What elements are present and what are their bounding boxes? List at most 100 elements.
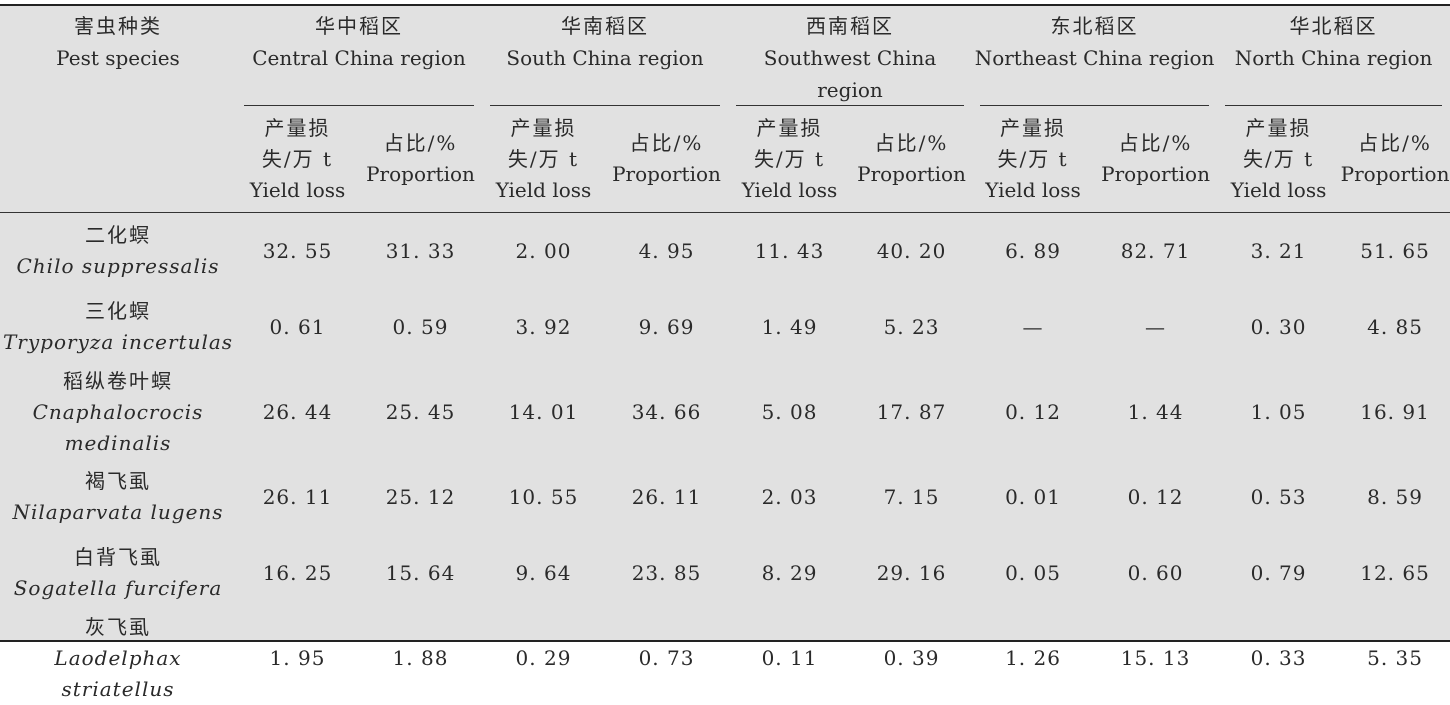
value-cell: 5. 35 bbox=[1367, 646, 1423, 670]
value-cell: 29. 16 bbox=[876, 561, 947, 586]
yield-loss-header: 产量损 失/万 t Yield loss bbox=[1230, 115, 1327, 202]
value-cell: 1. 26 bbox=[1005, 646, 1061, 670]
table-row: 稻纵卷叶螟 Cnaphalocrocis medinalis 26. 44 25.… bbox=[0, 366, 1450, 459]
region-header: 华南稻区 South China region bbox=[482, 6, 728, 106]
value-cell: 32. 55 bbox=[262, 239, 333, 263]
value-cell: 1. 88 bbox=[392, 646, 449, 670]
value-cell: 26. 11 bbox=[262, 484, 333, 509]
region-header-en: South China region bbox=[506, 46, 704, 70]
pest-name-cell: 白背飞虱 Sogatella furcifera bbox=[13, 545, 223, 601]
region-header-cn: 华北稻区 bbox=[1289, 14, 1378, 38]
value-cell: 5. 23 bbox=[883, 315, 940, 340]
value-cell: 1. 49 bbox=[761, 315, 818, 340]
value-cell: 0. 61 bbox=[269, 315, 326, 340]
region-header-row: 害虫种类 Pest species 华中稻区 Central China reg… bbox=[0, 6, 1450, 106]
table-row: 白背飞虱 Sogatella furcifera 16. 25 15. 64 9.… bbox=[0, 535, 1450, 612]
value-cell: 0. 60 bbox=[1127, 561, 1184, 586]
value-cell: 16. 25 bbox=[262, 561, 333, 586]
value-cell: 25. 12 bbox=[385, 484, 456, 509]
pest-name-cell: 稻纵卷叶螟 Cnaphalocrocis medinalis bbox=[32, 368, 204, 455]
value-cell: — bbox=[1022, 315, 1044, 340]
value-cell: 6. 89 bbox=[1005, 239, 1061, 263]
value-cell: 25. 45 bbox=[385, 400, 456, 424]
yield-loss-header: 产量损 失/万 t Yield loss bbox=[741, 115, 838, 202]
value-cell: 0. 29 bbox=[515, 646, 572, 670]
value-cell: 23. 85 bbox=[631, 561, 702, 586]
value-cell: 2. 00 bbox=[515, 239, 572, 263]
value-cell: 4. 85 bbox=[1367, 315, 1423, 340]
value-cell: 0. 33 bbox=[1250, 646, 1307, 670]
table-row: 灰飞虱 Laodelphax striatellus 1. 95 1. 88 0.… bbox=[0, 612, 1450, 705]
yield-loss-header: 产量损 失/万 t Yield loss bbox=[495, 115, 592, 202]
value-cell: 14. 01 bbox=[508, 400, 579, 424]
region-header-cn: 华南稻区 bbox=[561, 14, 649, 38]
value-cell: 11. 43 bbox=[754, 239, 825, 263]
value-cell: 10. 55 bbox=[508, 484, 579, 509]
value-cell: 8. 29 bbox=[761, 561, 818, 586]
proportion-header: 占比/% Proportion bbox=[366, 131, 475, 186]
proportion-header: 占比/% Proportion bbox=[1101, 131, 1210, 186]
value-cell: 0. 12 bbox=[1127, 484, 1184, 509]
value-cell: 0. 59 bbox=[392, 315, 449, 340]
value-cell: 0. 01 bbox=[1005, 484, 1061, 509]
table-row: 三化螟 Tryporyza incertulas 0. 61 0. 59 3. 9… bbox=[0, 289, 1450, 366]
pest-species-header-cn: 害虫种类 bbox=[74, 14, 162, 38]
proportion-header: 占比/% Proportion bbox=[857, 131, 966, 186]
region-header-cn: 华中稻区 bbox=[315, 14, 403, 38]
value-cell: 17. 87 bbox=[876, 400, 947, 424]
metric-header-row: 产量损 失/万 t Yield loss 占比/% Proportion 产量损 失/万… bbox=[0, 106, 1450, 213]
value-cell: 2. 03 bbox=[761, 484, 818, 509]
value-cell: 9. 69 bbox=[638, 315, 695, 340]
value-cell: 12. 65 bbox=[1360, 561, 1430, 586]
value-cell: 0. 11 bbox=[761, 646, 818, 670]
proportion-header: 占比/% Proportion bbox=[1340, 131, 1450, 186]
value-cell: 1. 05 bbox=[1250, 400, 1307, 424]
pest-name-cell: 灰飞虱 Laodelphax striatellus bbox=[54, 614, 182, 701]
yield-loss-header: 产量损 失/万 t Yield loss bbox=[985, 115, 1081, 202]
value-cell: 0. 73 bbox=[638, 646, 695, 670]
region-header-en: North China region bbox=[1234, 46, 1433, 70]
value-cell: 40. 20 bbox=[876, 239, 947, 263]
value-cell: 3. 92 bbox=[515, 315, 572, 340]
value-cell: 26. 11 bbox=[631, 484, 702, 509]
table-row: 二化螟 Chilo suppressalis 32. 55 31. 33 2. 0… bbox=[0, 213, 1450, 290]
pest-yield-loss-table: 害虫种类 Pest species 华中稻区 Central China reg… bbox=[0, 6, 1450, 705]
region-header-cn: 西南稻区 bbox=[806, 14, 895, 38]
pest-species-header: 害虫种类 Pest species bbox=[0, 6, 236, 213]
proportion-header: 占比/% Proportion bbox=[612, 131, 721, 186]
value-cell: 3. 21 bbox=[1250, 239, 1307, 263]
value-cell: 34. 66 bbox=[631, 400, 702, 424]
value-cell: 0. 05 bbox=[1005, 561, 1061, 586]
region-header: 华中稻区 Central China region bbox=[236, 6, 482, 106]
pest-name-cell: 三化螟 Tryporyza incertulas bbox=[2, 299, 234, 355]
value-cell: 9. 64 bbox=[515, 561, 572, 586]
value-cell: 31. 33 bbox=[385, 239, 456, 263]
pest-name-cell: 二化螟 Chilo suppressalis bbox=[16, 223, 220, 278]
pest-name-cell: 褐飞虱 Nilaparvata lugens bbox=[12, 468, 224, 524]
data-table-panel: 害虫种类 Pest species 华中稻区 Central China reg… bbox=[0, 4, 1450, 701]
region-header: 华北稻区 North China region bbox=[1217, 6, 1450, 106]
region-header-cn: 东北稻区 bbox=[1050, 14, 1139, 38]
region-header-en: Southwest China region bbox=[763, 46, 937, 102]
value-cell: 15. 64 bbox=[385, 561, 456, 586]
yield-loss-header: 产量损 失/万 t Yield loss bbox=[249, 115, 346, 202]
region-header: 东北稻区 Northeast China region bbox=[972, 6, 1217, 106]
value-cell: 82. 71 bbox=[1120, 239, 1191, 263]
value-cell: 4. 95 bbox=[638, 239, 695, 263]
value-cell: 1. 44 bbox=[1127, 400, 1184, 424]
value-cell: — bbox=[1145, 315, 1167, 340]
value-cell: 7. 15 bbox=[883, 484, 940, 509]
value-cell: 0. 39 bbox=[883, 646, 940, 670]
region-header: 西南稻区 Southwest China region bbox=[728, 6, 972, 106]
region-header-en: Northeast China region bbox=[974, 46, 1215, 70]
value-cell: 0. 12 bbox=[1005, 400, 1061, 424]
value-cell: 15. 13 bbox=[1120, 646, 1191, 670]
value-cell: 16. 91 bbox=[1360, 400, 1430, 424]
table-row: 褐飞虱 Nilaparvata lugens 26. 11 25. 12 10. … bbox=[0, 459, 1450, 536]
region-header-en: Central China region bbox=[252, 46, 466, 70]
value-cell: 0. 53 bbox=[1250, 484, 1307, 509]
value-cell: 0. 79 bbox=[1250, 561, 1307, 586]
value-cell: 26. 44 bbox=[262, 400, 333, 424]
value-cell: 51. 65 bbox=[1360, 239, 1430, 263]
value-cell: 5. 08 bbox=[761, 400, 818, 424]
